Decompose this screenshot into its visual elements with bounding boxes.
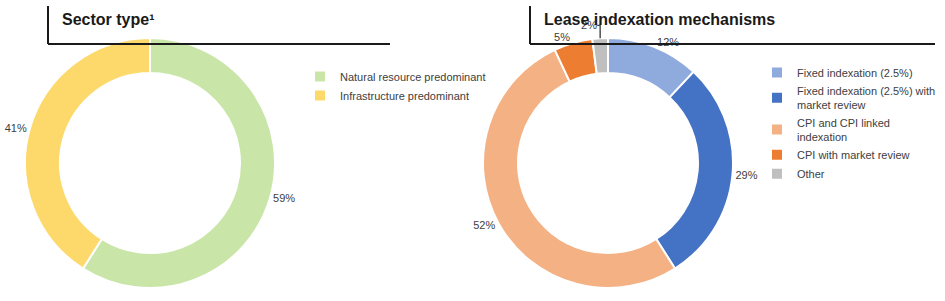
- svg-text:CPI with market review: CPI with market review: [797, 149, 910, 161]
- svg-text:Fixed indexation (2.5%): Fixed indexation (2.5%): [797, 67, 913, 79]
- svg-text:Other: Other: [797, 168, 825, 180]
- svg-text:Lease indexation mechanisms: Lease indexation mechanisms: [544, 11, 775, 28]
- svg-text:12%: 12%: [657, 36, 679, 48]
- svg-text:Natural resource predominant: Natural resource predominant: [340, 71, 486, 83]
- svg-text:Infrastructure predominant: Infrastructure predominant: [340, 90, 469, 102]
- svg-text:5%: 5%: [554, 31, 570, 43]
- svg-text:52%: 52%: [473, 219, 495, 231]
- svg-text:CPI and CPI linkedindexation: CPI and CPI linkedindexation: [797, 117, 890, 143]
- svg-text:41%: 41%: [5, 122, 27, 134]
- svg-text:Sector type¹: Sector type¹: [62, 11, 154, 28]
- svg-text:2%: 2%: [581, 19, 597, 31]
- svg-text:29%: 29%: [735, 169, 757, 181]
- svg-text:59%: 59%: [273, 192, 295, 204]
- svg-text:Fixed indexation (2.5%) withma: Fixed indexation (2.5%) withmarket revie…: [797, 85, 935, 111]
